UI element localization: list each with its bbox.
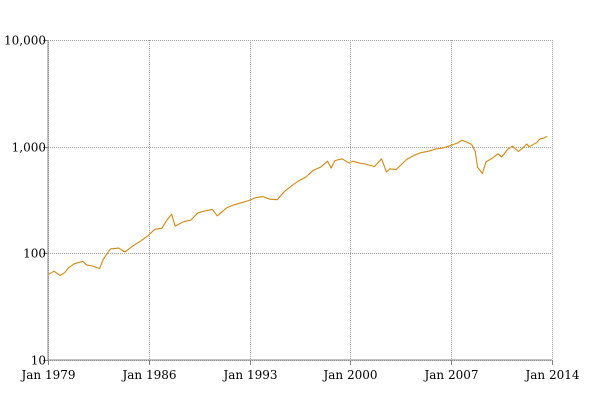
x-tick-label: Jan 2014	[523, 368, 579, 382]
axes	[47, 40, 552, 361]
x-tick-label: Jan 2007	[422, 368, 478, 382]
series-line	[47, 135, 548, 277]
y-tick-labels: 10 100 1,000 10,000	[4, 34, 46, 368]
grid	[43, 40, 553, 365]
y-tick-label: 10,000	[4, 34, 46, 48]
x-tick-label: Jan 1986	[120, 368, 176, 382]
y-tick-label: 10	[31, 354, 46, 368]
series-group	[47, 135, 548, 277]
x-tick-labels: Jan 1979 Jan 1986 Jan 1993 Jan 2000 Jan 2007…	[19, 368, 579, 382]
x-tick-label: Jan 1979	[19, 368, 75, 382]
x-tick-label: Jan 2000	[321, 368, 377, 382]
x-tick-label: Jan 1993	[221, 368, 277, 382]
y-tick-label: 100	[23, 247, 46, 261]
y-tick-label: 1,000	[12, 141, 46, 155]
